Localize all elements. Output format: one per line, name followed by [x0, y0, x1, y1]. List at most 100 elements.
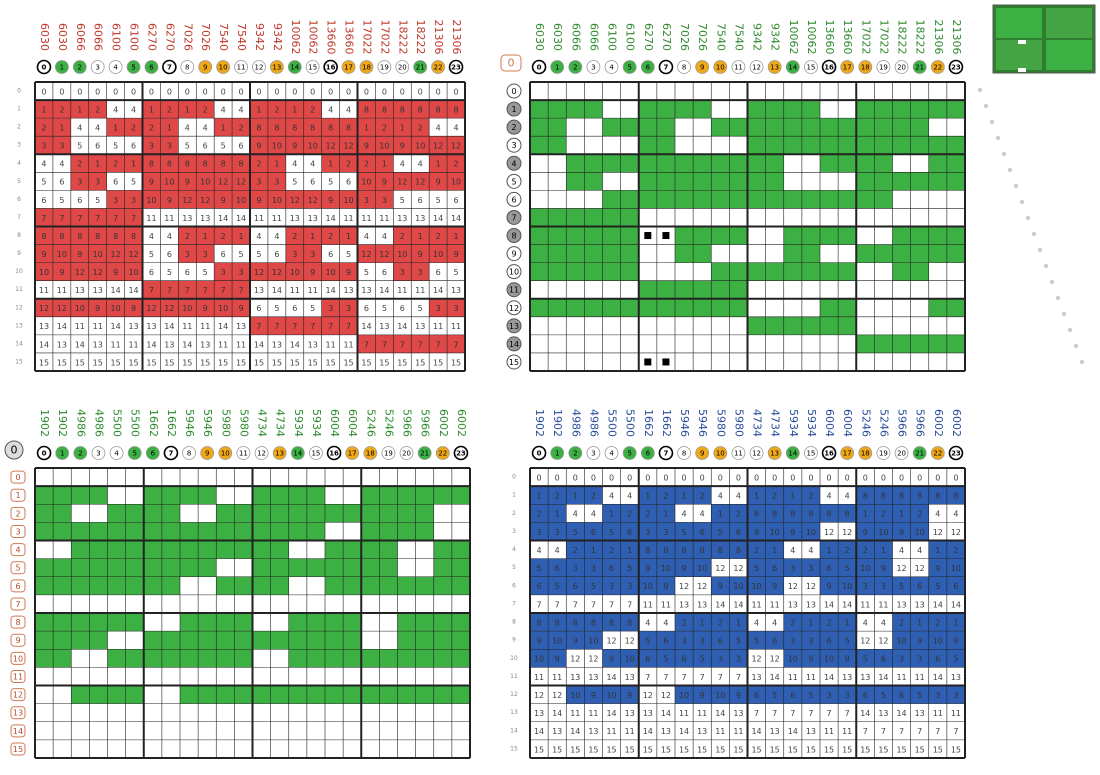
cell-fill [303, 136, 322, 155]
cell-fill [125, 522, 144, 541]
cell-fill [142, 172, 161, 191]
scroll-dot [1013, 183, 1019, 189]
cell-fill [70, 172, 89, 191]
cell-fill [451, 486, 470, 505]
row-badge [506, 155, 522, 171]
cell-fill [820, 685, 839, 704]
cell-value: 2 [790, 618, 795, 627]
cell-value: 4 [863, 618, 868, 627]
cell-value: 14 [326, 286, 336, 295]
minimap-marker [1018, 40, 1026, 44]
cell-fill [638, 280, 657, 299]
column-badge [54, 60, 69, 74]
cell-value: 13 [806, 600, 816, 609]
column-header: 9342 [271, 23, 284, 51]
cell-value: 4 [59, 160, 64, 169]
cell-value: 7 [203, 286, 208, 295]
cell-fill [675, 522, 694, 541]
cell-fill [234, 522, 253, 541]
cell-fill [433, 540, 452, 559]
cell-fill [106, 118, 125, 137]
cell-value: 6 [41, 196, 46, 205]
scroll-dot [1049, 279, 1055, 285]
cell-value: 0 [917, 473, 922, 482]
cell-fill [820, 613, 839, 632]
cell-fill [124, 190, 143, 209]
cell-value: 6 [790, 691, 795, 700]
cell-value: 11 [679, 709, 689, 718]
cell-value: 13 [770, 727, 780, 736]
cell-value: 11 [218, 340, 228, 349]
cell-value: 12 [290, 196, 300, 205]
cell-value: 12 [896, 564, 906, 573]
row-label: 7 [511, 213, 516, 222]
badge-label: 22 [933, 450, 942, 458]
cell-fill [656, 504, 675, 523]
cell-value: 0 [292, 87, 297, 96]
cell-fill [928, 154, 947, 173]
cell-value: 15 [326, 358, 336, 367]
cell-fill [566, 298, 585, 317]
cell-fill [638, 118, 657, 137]
cell-fill [451, 576, 470, 595]
cell-value: 8 [131, 232, 136, 241]
column-header: 6100 [624, 23, 637, 51]
cell-fill [143, 558, 162, 577]
cell-value: 9 [645, 564, 650, 573]
cell-value: 1 [185, 105, 190, 114]
cell-value: 10 [824, 655, 834, 664]
cell-fill [214, 298, 233, 317]
cell-fill [198, 649, 217, 668]
cell-value: 3 [790, 637, 795, 646]
cell-fill [88, 244, 107, 263]
cell-fill [106, 154, 125, 173]
cell-fill [856, 190, 875, 209]
column-header: 13660 [325, 20, 338, 55]
badge-label: 12 [257, 450, 266, 458]
cell-fill [288, 631, 307, 650]
cell-value: 11 [534, 673, 544, 682]
cell-value: 6 [772, 637, 777, 646]
cell-value: 14 [643, 727, 653, 736]
column-badge [930, 60, 945, 74]
cell-value: 6 [827, 564, 832, 573]
cell-value: 3 [364, 196, 369, 205]
column-header: 4986 [569, 409, 582, 437]
cell-value: 1 [645, 492, 650, 501]
cell-fill [196, 298, 215, 317]
cell-fill [874, 522, 893, 541]
cell-fill [252, 504, 271, 523]
cell-fill [747, 154, 766, 173]
cell-value: 1 [364, 124, 369, 133]
cell-fill [892, 172, 911, 191]
cell-fill [214, 190, 233, 209]
cell-fill [196, 280, 215, 299]
cell-value: 3 [899, 655, 904, 664]
minimap[interactable] [992, 4, 1096, 74]
cell-fill [892, 486, 911, 505]
cell-fill [946, 558, 965, 577]
cell-fill [838, 118, 857, 137]
cell-fill [530, 100, 549, 119]
column-badge [36, 445, 52, 461]
cell-value: 7 [609, 600, 614, 609]
row-label: 8 [17, 232, 21, 239]
column-badge [785, 60, 800, 74]
column-header: 6270 [660, 23, 673, 51]
cell-value: 2 [238, 124, 243, 133]
column-header: 7026 [181, 23, 194, 51]
cell-value: 6 [754, 691, 759, 700]
row-badge [506, 209, 522, 225]
cell-fill [765, 136, 784, 155]
cell-fill [693, 244, 712, 263]
cell-value: 12 [39, 304, 49, 313]
cell-value: 6 [310, 178, 315, 187]
cell-fill [88, 154, 107, 173]
cell-value: 5 [203, 268, 208, 277]
cell-value: 7 [881, 727, 886, 736]
cell-fill [729, 280, 748, 299]
column-header: 5500 [624, 409, 637, 437]
cell-value: 2 [609, 546, 614, 555]
cell-fill [747, 118, 766, 137]
cell-fill [820, 136, 839, 155]
